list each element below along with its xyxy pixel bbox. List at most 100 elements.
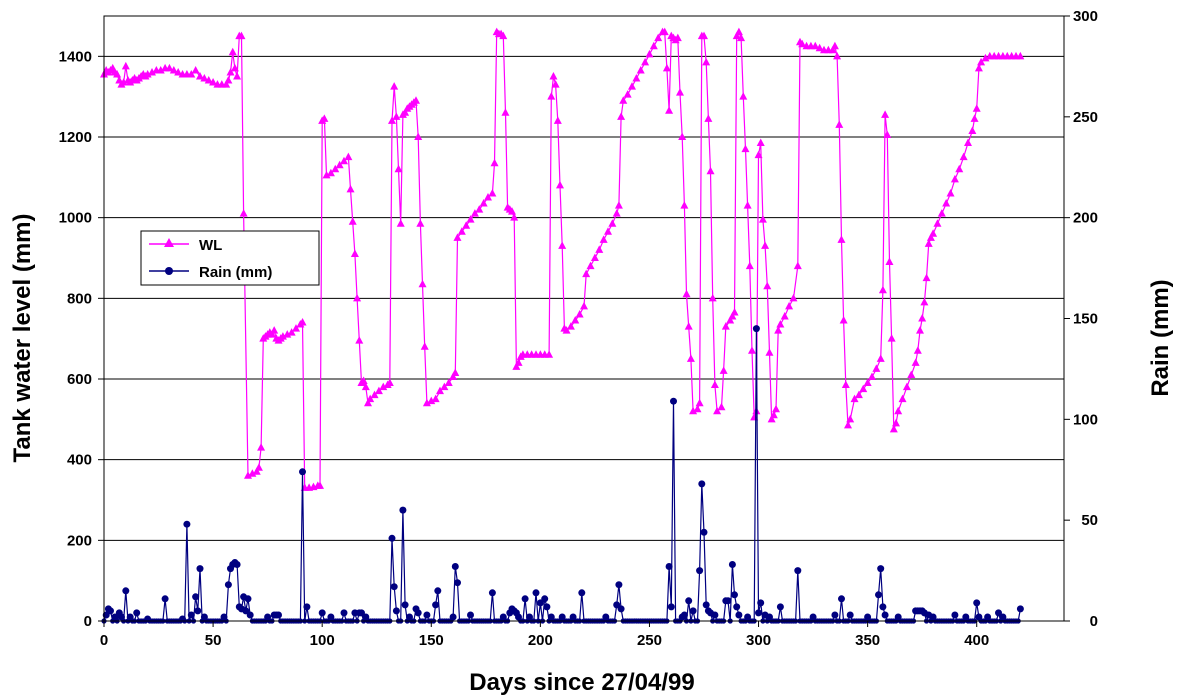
wl-point <box>470 209 479 217</box>
wl-point <box>686 354 695 362</box>
rain-point <box>838 595 845 603</box>
wl-point <box>451 368 460 376</box>
wl-point <box>388 116 396 124</box>
wl-point <box>292 324 300 332</box>
wl-point <box>370 390 379 399</box>
y2-tick-label: 0 <box>1090 613 1098 630</box>
rain-point <box>161 595 169 603</box>
wl-point <box>977 57 986 66</box>
rain-point <box>107 607 114 615</box>
rain-point <box>711 611 719 619</box>
wl-point <box>200 74 209 82</box>
rain-point <box>242 607 250 615</box>
wl-point <box>412 96 420 104</box>
wl-point <box>484 193 492 201</box>
wl-point <box>422 398 431 407</box>
wl-point <box>374 386 383 395</box>
wl-point <box>257 443 266 451</box>
wl-point <box>230 63 239 72</box>
rain-point <box>752 325 760 333</box>
wl-point <box>774 326 783 334</box>
wl-point <box>649 41 658 50</box>
wl-point <box>878 285 887 294</box>
wl-point <box>717 402 726 411</box>
wl-point <box>950 174 959 183</box>
series-rain <box>101 325 1024 624</box>
rain-point <box>194 607 202 615</box>
wl-point <box>466 215 475 223</box>
wl-point <box>427 396 436 405</box>
y-tick-label: 1200 <box>59 129 92 146</box>
wl-point <box>340 156 348 165</box>
rain-point <box>831 611 839 619</box>
wl-point <box>228 47 237 56</box>
legend-wl-label: WL <box>199 237 222 254</box>
y-tick-label: 1000 <box>59 210 92 227</box>
wl-point <box>689 406 698 415</box>
wl-point <box>660 27 669 36</box>
wl-point <box>898 394 907 403</box>
wl-point <box>741 144 750 153</box>
wl-point <box>767 414 776 423</box>
legend-rain-label: Rain (mm) <box>199 264 272 281</box>
rain-point <box>700 528 708 536</box>
rain-point <box>951 611 959 619</box>
wl-point <box>566 322 575 330</box>
rain-point <box>731 591 738 599</box>
wl-point <box>248 469 257 477</box>
wl-point <box>868 372 876 380</box>
rain-point <box>122 587 130 595</box>
wl-point <box>654 33 663 42</box>
wl-point <box>344 152 353 161</box>
rain-point <box>432 601 440 609</box>
y-tick-label: 400 <box>67 452 92 469</box>
wl-point <box>665 106 674 114</box>
y-tick-label: 0 <box>84 613 92 630</box>
legend-box <box>140 230 320 286</box>
wl-point <box>680 201 689 209</box>
wl-point <box>394 164 403 173</box>
wl-point <box>549 72 558 80</box>
wl-point <box>732 31 741 40</box>
wl-point <box>545 350 554 358</box>
rain-point <box>702 601 710 609</box>
y-tick-label: 600 <box>67 371 92 388</box>
wl-point <box>196 72 204 80</box>
rain-point <box>401 601 409 609</box>
wl-point <box>929 229 938 237</box>
rain-point <box>183 520 191 528</box>
wl-point <box>776 320 785 328</box>
wl-point <box>348 217 357 225</box>
wl-point <box>346 184 355 193</box>
wl-point <box>148 67 156 76</box>
rain-point <box>995 609 1002 617</box>
rain-point <box>875 591 882 599</box>
wl-point <box>353 293 362 302</box>
wl-point <box>706 166 715 175</box>
wl-point <box>623 90 632 98</box>
x-tick-label: 350 <box>855 632 880 649</box>
axes: 0 50 100 150 200 250 300 350 400 0 200 400 600 800 100… <box>59 8 1098 649</box>
wl-point <box>815 43 824 52</box>
wl-point <box>833 51 842 60</box>
rain-line <box>103 328 1021 624</box>
wl-point <box>835 120 844 128</box>
wl-point <box>913 346 922 354</box>
wl-point <box>331 164 340 173</box>
rain-point <box>133 609 141 617</box>
rain-point <box>698 480 706 488</box>
wl-point <box>964 138 972 147</box>
wl-point <box>739 92 748 100</box>
wl-point <box>704 114 713 122</box>
wl-point <box>571 316 580 324</box>
wl-point <box>769 410 778 419</box>
wl-point <box>453 233 462 241</box>
rain-point <box>667 603 675 611</box>
wl-point <box>710 380 719 389</box>
wl-point <box>174 67 183 76</box>
wl-point <box>798 39 807 48</box>
wl-point <box>364 398 372 407</box>
rain-point <box>578 589 586 597</box>
wl-point <box>401 108 410 116</box>
wl-point <box>676 88 684 96</box>
